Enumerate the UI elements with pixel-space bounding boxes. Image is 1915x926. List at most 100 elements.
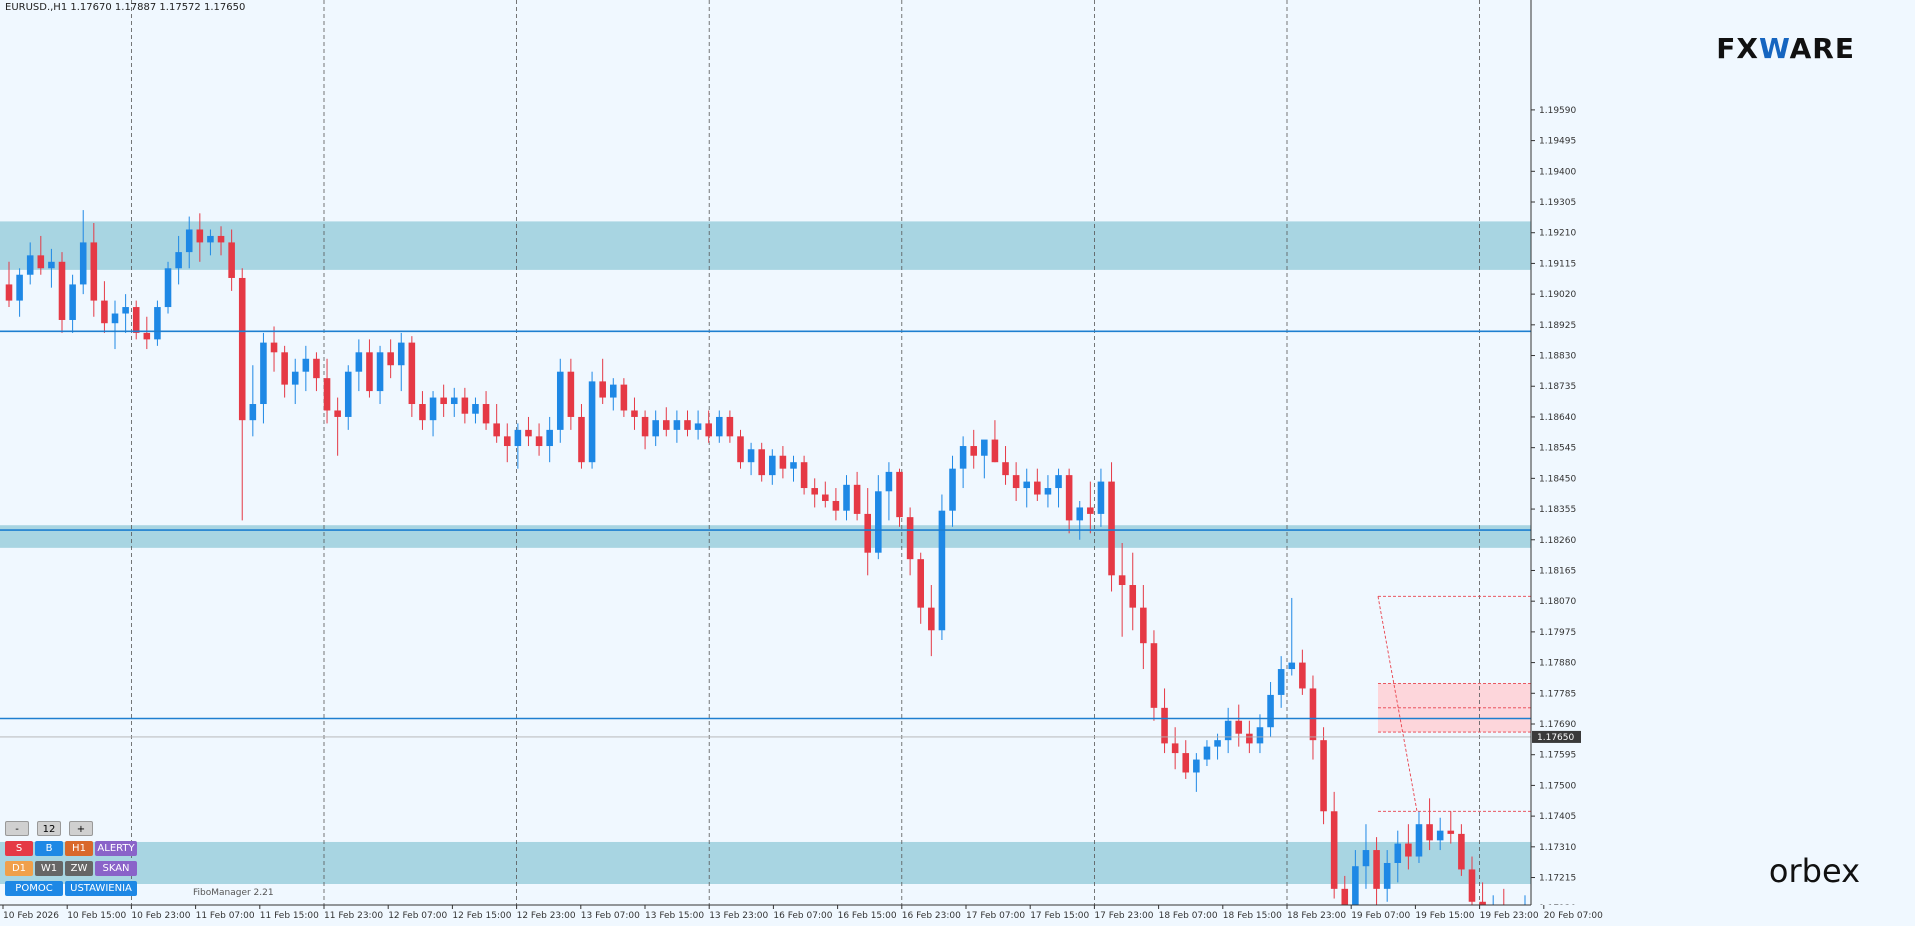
zw-button[interactable]: ZW: [65, 861, 93, 876]
candle-body: [811, 488, 818, 495]
candle-body: [48, 261, 55, 269]
candle-body: [122, 307, 129, 314]
increase-button[interactable]: +: [69, 821, 93, 836]
candle-body: [1150, 643, 1158, 708]
candle-body: [917, 559, 925, 608]
candle-body: [843, 484, 850, 511]
candle-body: [694, 423, 702, 430]
candle-body: [535, 436, 543, 447]
candle-body: [662, 420, 670, 430]
scan-button[interactable]: SKAN: [95, 861, 137, 876]
candle-body: [1320, 740, 1327, 812]
candle-body: [991, 439, 999, 463]
candle-body: [1129, 585, 1137, 608]
candle-body: [726, 416, 734, 437]
candle-body: [1383, 862, 1391, 889]
candle-body: [620, 384, 628, 411]
candle-body: [440, 397, 447, 405]
support-resistance-zone: [0, 525, 1531, 548]
candle-body: [1352, 866, 1359, 926]
candle-body: [853, 484, 861, 514]
price-tick-label: 1.18640: [1539, 413, 1576, 423]
candle-body: [313, 358, 320, 379]
candle-body: [1214, 740, 1221, 747]
candle-body: [1034, 481, 1041, 495]
candle-body: [1415, 824, 1423, 857]
buy-button[interactable]: B: [35, 841, 63, 856]
candle-body: [79, 242, 87, 285]
candle-body: [1203, 746, 1211, 760]
candle-body: [69, 284, 76, 320]
time-tick-label: 18 Feb 07:00: [1159, 911, 1218, 921]
candle-body: [5, 284, 13, 301]
value-field[interactable]: 12: [37, 821, 61, 836]
candle-body: [291, 371, 299, 385]
candle-body: [1458, 833, 1465, 870]
candle-body: [101, 300, 108, 324]
candle-body: [1362, 850, 1370, 867]
candle-body: [344, 371, 352, 417]
candle-body: [493, 423, 500, 437]
time-tick-label: 11 Feb 23:00: [324, 911, 383, 921]
time-tick-label: 13 Feb 23:00: [709, 911, 768, 921]
price-tick-label: 1.17785: [1539, 689, 1576, 699]
candle-body: [482, 404, 490, 424]
candle-body: [503, 436, 511, 447]
fibo-trend-line: [1377, 596, 1418, 812]
candle-body: [938, 510, 946, 631]
candle-body: [875, 491, 882, 553]
time-tick-label: 20 Feb 07:00: [1544, 911, 1603, 921]
price-tick-label: 1.19400: [1539, 167, 1576, 177]
candle-body: [864, 513, 871, 553]
candle-body: [1118, 575, 1126, 586]
candle-body: [1224, 720, 1232, 741]
h1-button[interactable]: H1: [65, 841, 93, 856]
d1-button[interactable]: D1: [5, 861, 33, 876]
candle-body: [249, 404, 257, 421]
candle-body: [896, 471, 903, 518]
candle-body: [37, 255, 45, 269]
candle-body: [1087, 507, 1094, 514]
price-tick-label: 1.19115: [1539, 259, 1576, 269]
time-tick-label: 16 Feb 23:00: [902, 911, 961, 921]
candle-body: [949, 468, 956, 511]
candle-body: [578, 416, 585, 463]
candle-body: [143, 332, 151, 340]
candle-body: [928, 607, 935, 631]
candle-body: [609, 384, 617, 398]
alerts-button[interactable]: ALERTY: [95, 841, 137, 856]
candle-body: [376, 352, 384, 392]
candle-body: [779, 455, 787, 469]
sell-button[interactable]: S: [5, 841, 33, 856]
settings-button[interactable]: USTAWIENIA: [65, 881, 137, 896]
candle-body: [450, 397, 458, 405]
decrease-button[interactable]: -: [5, 821, 29, 836]
w1-button[interactable]: W1: [35, 861, 63, 876]
price-tick-label: 1.18355: [1539, 505, 1576, 515]
time-tick-label: 17 Feb 07:00: [966, 911, 1025, 921]
price-tick-label: 1.19495: [1539, 137, 1576, 147]
candle-body: [673, 420, 681, 430]
candle-body: [737, 436, 744, 463]
help-button[interactable]: POMOC: [5, 881, 63, 896]
candle-body: [217, 235, 225, 243]
time-tick-label: 10 Feb 15:00: [67, 911, 126, 921]
price-tick-label: 1.19210: [1539, 229, 1576, 239]
price-tick-label: 1.17880: [1539, 659, 1576, 669]
candle-body: [1394, 843, 1402, 863]
candle-body: [408, 342, 416, 405]
time-axis-bg: [0, 905, 1915, 922]
candle-body: [1256, 727, 1264, 744]
candle-body: [906, 517, 914, 560]
candle-body: [397, 342, 405, 366]
candle-body: [758, 449, 765, 476]
candle-body: [419, 404, 426, 421]
candle-body: [822, 494, 829, 501]
current-price-label: 1.17650: [1537, 733, 1574, 743]
price-axis-bg: [1531, 0, 1915, 922]
fibo-manager-label: FiboManager 2.21: [193, 888, 274, 898]
time-tick-label: 16 Feb 15:00: [838, 911, 897, 921]
candle-body: [1108, 481, 1115, 576]
